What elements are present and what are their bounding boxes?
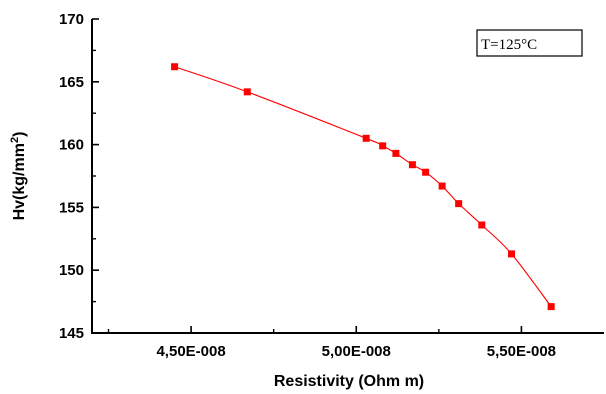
data-point-10: [508, 250, 516, 258]
data-point-7: [438, 182, 446, 190]
data-point-6: [422, 168, 430, 176]
data-point-4: [392, 149, 400, 157]
data-point-0: [171, 63, 179, 71]
x-tick-label-1: 5,00E-008: [322, 343, 391, 360]
x-tick-label-0: 4,50E-008: [156, 343, 225, 360]
x-tick-labels: 4,50E-008 5,00E-008 5,50E-008: [156, 343, 556, 360]
data-point-3: [379, 142, 387, 150]
y-tick-label-1: 150: [59, 262, 84, 279]
y-tick-label-3: 160: [59, 137, 84, 154]
data-point-9: [478, 221, 486, 229]
data-point-1: [243, 88, 251, 96]
series-line-0: [174, 66, 552, 307]
annotation-frame: [476, 29, 583, 57]
data-point-2: [362, 134, 370, 142]
annotation-text: T=125°C: [481, 37, 537, 53]
y-tick-labels: 145 150 155 160 165 170: [59, 11, 84, 342]
y-axis-title-main: Hv(kg/mm: [11, 143, 28, 220]
y-axis-title-superscript: 2: [9, 137, 21, 143]
y-tick-label-2: 155: [59, 199, 84, 216]
y-tick-label-4: 165: [59, 74, 84, 91]
y-tick-label-0: 145: [59, 325, 84, 342]
plot-area: [91, 18, 604, 334]
x-tick-label-2: 5,50E-008: [487, 343, 556, 360]
y-axis-title-suffix: ): [11, 132, 28, 137]
data-point-11: [547, 303, 555, 311]
data-point-8: [455, 200, 463, 208]
x-axis-title: Resistivity (Ohm m): [274, 373, 424, 390]
y-tick-label-5: 170: [59, 11, 84, 28]
data-point-5: [408, 161, 416, 169]
y-axis-title: Hv(kg/mm2): [9, 132, 28, 221]
annotation-box: T=125°C: [476, 29, 583, 57]
